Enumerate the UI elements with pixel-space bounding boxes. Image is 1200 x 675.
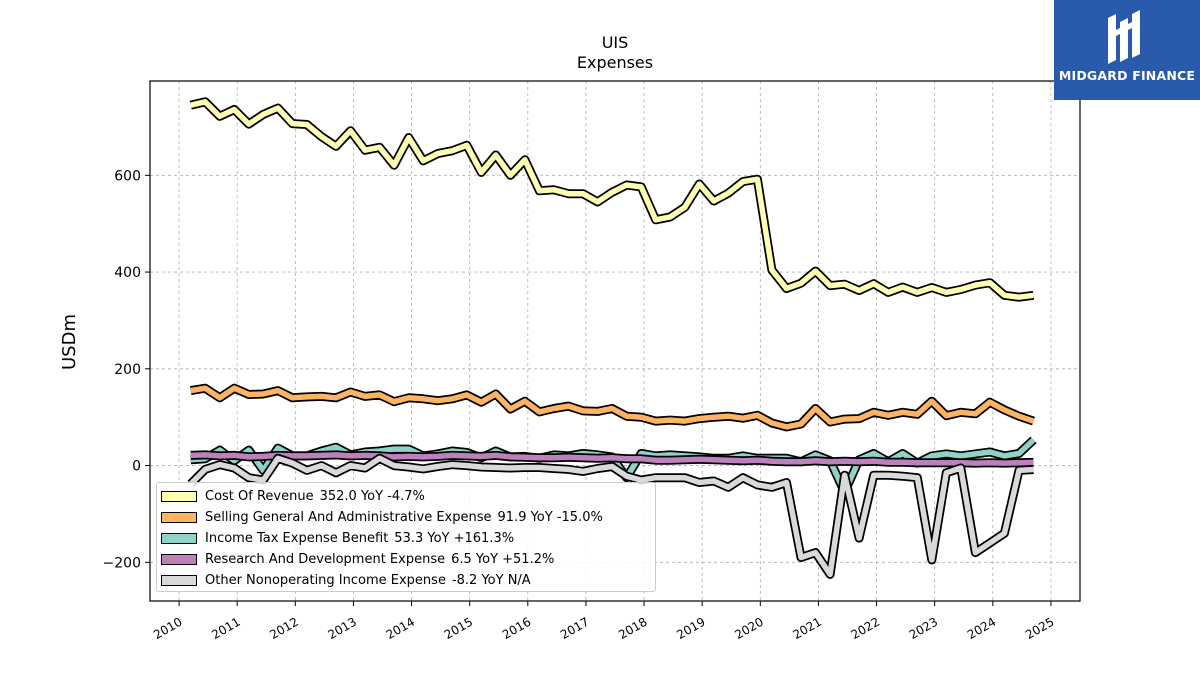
series-line	[188, 455, 1034, 578]
legend-item: Other Nonoperating Income Expense -8.2 Yo…	[161, 570, 655, 591]
y-tick-label: 400	[114, 265, 141, 281]
x-tick-label: 2011	[209, 615, 242, 642]
x-tick-label: 2018	[616, 615, 649, 642]
x-tick-label: 2016	[500, 615, 533, 642]
series-4	[190, 450, 1034, 468]
x-tick-label: 2023	[907, 615, 940, 642]
x-tick-label: 2017	[558, 615, 591, 642]
plot-frame	[149, 80, 1081, 602]
x-tick-label: 2015	[442, 615, 475, 642]
legend-swatch	[161, 533, 197, 544]
series-2	[189, 383, 1035, 432]
x-tick-label: 2014	[384, 615, 417, 642]
series-line	[190, 99, 1034, 300]
legend-summary: 6.5 YoY +51.2%	[451, 552, 555, 567]
legend-label: Other Nonoperating Income Expense	[205, 573, 446, 588]
legend-label: Selling General And Administrative Expen…	[205, 510, 492, 525]
legend-item: Income Tax Expense Benefit 53.3 YoY +161.…	[161, 528, 655, 549]
legend-summary: 352.0 YoY -4.7%	[319, 489, 425, 504]
y-tick-label: 600	[114, 168, 141, 184]
legend-summary: -8.2 YoY N/A	[451, 573, 531, 588]
midgard-logo-icon	[1108, 10, 1140, 64]
legend-summary: 91.9 YoY -15.0%	[497, 510, 603, 525]
series-5	[187, 453, 1034, 579]
series-line	[190, 385, 1035, 430]
x-tick-label: 2025	[1023, 615, 1056, 642]
y-tick-label: 200	[114, 362, 141, 378]
legend-swatch	[161, 491, 197, 502]
legend-swatch	[161, 554, 197, 565]
legend: Cost Of Revenue 352.0 YoY -4.7% Selling Ge…	[156, 482, 656, 592]
legend-item: Cost Of Revenue 352.0 YoY -4.7%	[161, 486, 655, 507]
x-tick-label: 2021	[791, 615, 824, 642]
midgard-finance-logo: MIDGARD FINANCE	[1054, 0, 1200, 100]
brand-name: MIDGARD FINANCE	[1058, 68, 1196, 83]
legend-label: Income Tax Expense Benefit	[205, 531, 389, 546]
y-tick-label: −200	[103, 555, 141, 571]
x-tick-label: 2013	[326, 615, 359, 642]
y-tick-label: 0	[132, 459, 141, 475]
series-line	[190, 452, 1034, 466]
legend-swatch	[161, 512, 197, 523]
legend-summary: 53.3 YoY +161.3%	[394, 531, 515, 546]
y-axis-label: USDm	[59, 314, 80, 370]
x-tick-label: 2019	[674, 615, 707, 642]
legend-item: Selling General And Administrative Expen…	[161, 507, 655, 528]
legend-label: Cost Of Revenue	[205, 489, 314, 504]
series-layer	[187, 97, 1037, 579]
legend-swatch	[161, 575, 197, 586]
series-1	[189, 97, 1035, 302]
chart-subtitle: Expenses	[577, 53, 653, 72]
legend-label: Research And Development Expense	[205, 552, 446, 567]
legend-item: Research And Development Expense 6.5 YoY …	[161, 549, 655, 570]
x-tick-label: 2022	[849, 615, 882, 642]
x-tick-label: 2012	[267, 615, 300, 642]
x-tick-label: 2024	[965, 615, 998, 642]
x-tick-label: 2010	[151, 615, 184, 642]
x-tick-label: 2020	[732, 615, 765, 642]
chart-title: UIS	[602, 33, 629, 52]
